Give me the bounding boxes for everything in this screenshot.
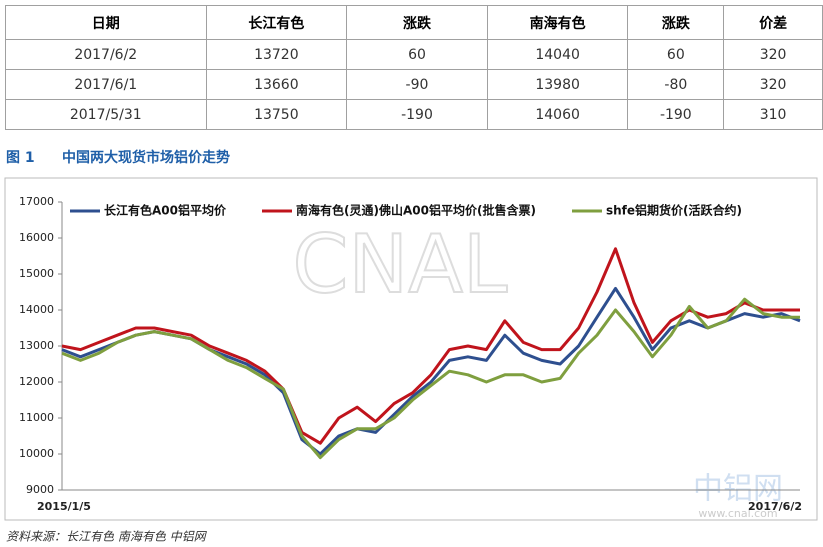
header-cell: 价差 (723, 5, 823, 40)
watermark: www.cnal.com (698, 507, 777, 520)
table-cell: 2017/5/31 (5, 99, 207, 130)
table-cell: 14040 (486, 39, 629, 70)
caption-title: 中国两大现货市场铝价走势 (62, 149, 230, 166)
table-row: 2017/5/31 13750 -190 14060 -190 310 (5, 99, 823, 130)
table-cell: -80 (627, 69, 725, 100)
table-cell: 310 (723, 99, 823, 130)
y-tick-label: 10000 (19, 447, 54, 460)
legend-label: shfe铝期货价(活跃合约) (606, 203, 742, 218)
y-tick-label: 15000 (19, 267, 54, 280)
table-cell: 13660 (205, 69, 348, 100)
watermark: 中铝网 (693, 472, 783, 507)
chart-frame (4, 177, 818, 521)
source-note: 资料来源：长江有色 南海有色 中铝网 (6, 530, 208, 544)
x-tick-label: 2017/6/2 (748, 500, 802, 513)
table-cell: 320 (723, 39, 823, 70)
y-tick-label: 9000 (26, 483, 54, 496)
y-tick-label: 14000 (19, 303, 54, 316)
table-row: 2017/6/2 13720 60 14040 60 320 (5, 39, 823, 70)
table-cell: 13750 (205, 99, 348, 130)
table-cell: 14060 (486, 99, 629, 130)
watermark: CNAL (293, 218, 508, 311)
series-line (61, 286, 801, 456)
legend-label: 南海有色(灵通)佛山A00铝平均价(批售含票) (296, 203, 536, 218)
series-line (61, 247, 800, 445)
y-tick-label: 16000 (19, 231, 54, 244)
legend-label: 长江有色A00铝平均价 (104, 203, 227, 218)
table-cell: 2017/6/2 (5, 39, 207, 70)
y-tick-label: 12000 (19, 375, 54, 388)
table-cell: 13720 (205, 39, 348, 70)
y-tick-label: 11000 (19, 411, 54, 424)
table-cell: 2017/6/1 (5, 69, 207, 100)
price-table: 日期 长江有色 涨跌 南海有色 涨跌 价差 2017/6/2 13720 60 14040 60 32… (5, 5, 823, 130)
table-row: 2017/6/1 13660 -90 13980 -80 320 (5, 69, 823, 100)
table-cell: -190 (346, 99, 488, 130)
table-cell: 60 (346, 39, 488, 70)
y-tick-label: 13000 (19, 339, 54, 352)
x-tick-label: 2015/1/5 (37, 500, 91, 513)
y-tick-label: 17000 (19, 195, 54, 208)
table-cell: 13980 (486, 69, 629, 100)
table-cell: -90 (346, 69, 488, 100)
header-cell: 长江有色 (205, 5, 348, 40)
table-cell: 60 (627, 39, 725, 70)
header-cell: 南海有色 (486, 5, 629, 40)
table-row: 日期 长江有色 涨跌 南海有色 涨跌 价差 (5, 5, 823, 40)
series-line (61, 297, 800, 460)
caption-label: 图 1 (6, 150, 35, 166)
header-cell: 日期 (5, 5, 207, 40)
